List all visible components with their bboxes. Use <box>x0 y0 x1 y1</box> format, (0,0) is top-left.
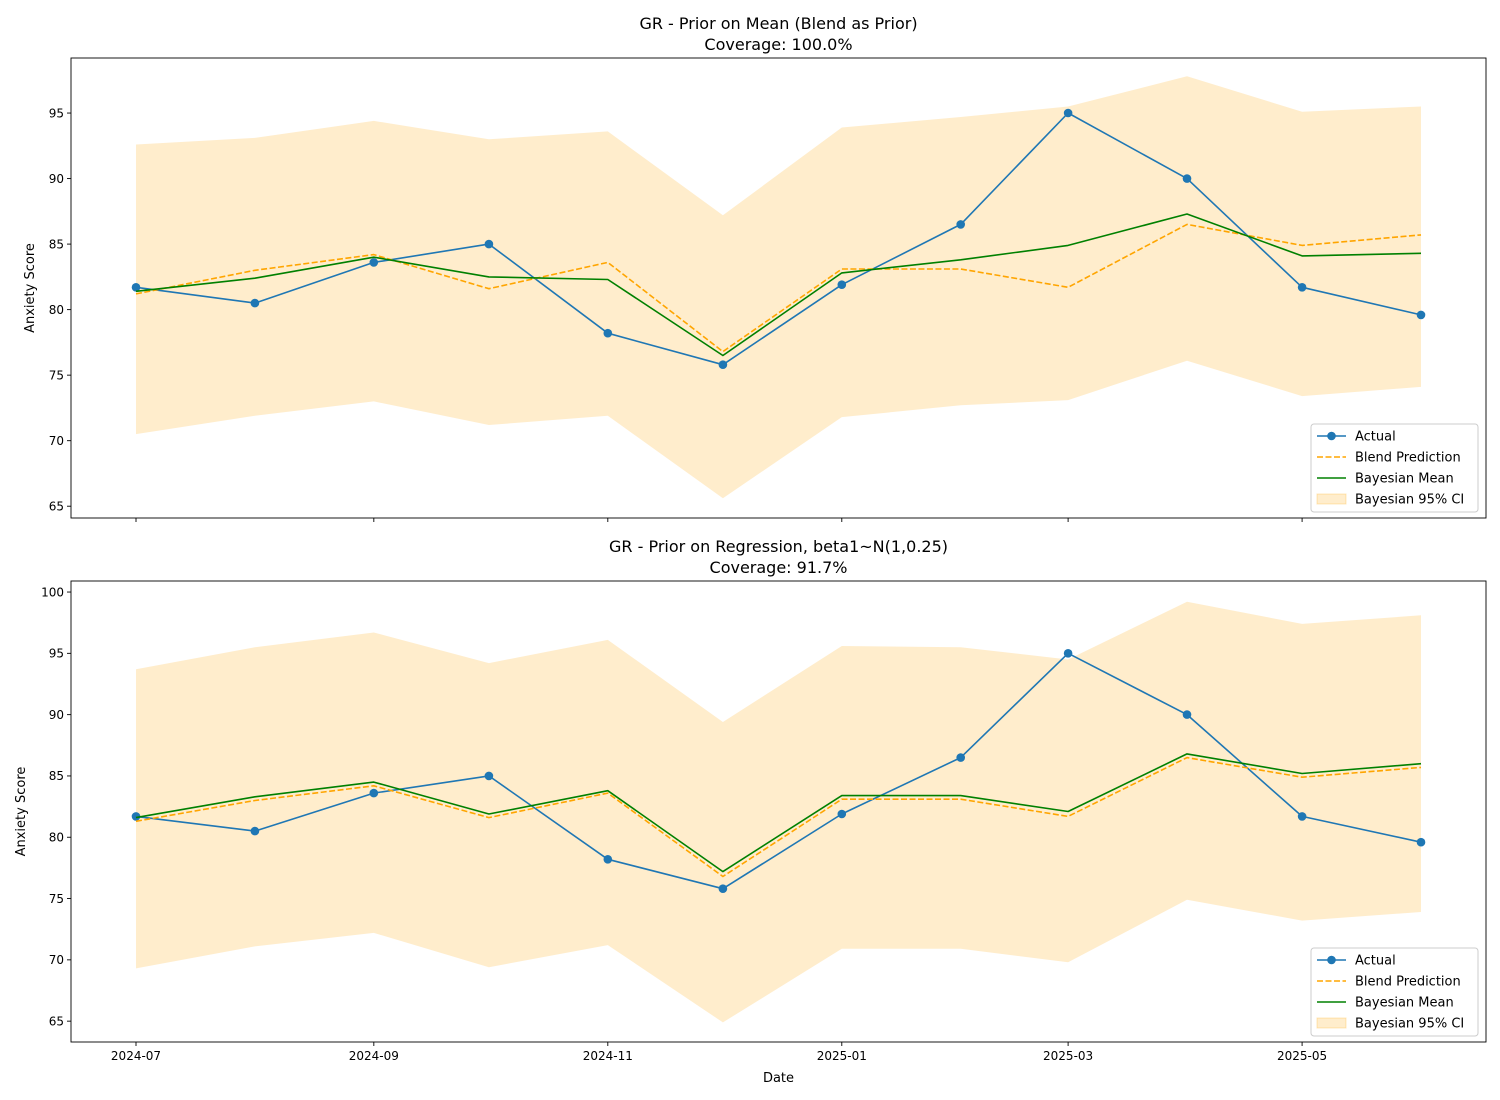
axes-frame <box>70 580 1487 1043</box>
series-line-bayesian-mean <box>135 213 1422 357</box>
data-point-actual <box>1063 108 1073 118</box>
y-tick-label: 75 <box>49 368 64 382</box>
legend-label: Blend Prediction <box>1355 451 1461 466</box>
legend-label: Actual <box>1355 954 1396 969</box>
y-tick-label: 90 <box>49 708 64 722</box>
x-tick-label: 2025-01 <box>817 1049 867 1063</box>
data-point-actual <box>718 360 728 370</box>
data-point-actual <box>250 826 260 836</box>
series-line-actual <box>135 652 1422 890</box>
x-axis-label: Date <box>763 1071 794 1086</box>
chart-title: GR - Prior on Regression, beta1~N(1,0.25… <box>609 537 948 556</box>
data-point-actual <box>131 812 141 821</box>
legend-label: Bayesian Mean <box>1355 472 1454 487</box>
data-point-actual <box>369 258 379 267</box>
y-tick-label: 85 <box>49 769 64 783</box>
data-point-actual <box>837 809 847 819</box>
series-line-blend <box>135 756 1422 878</box>
ci-band <box>136 601 1421 1023</box>
y-tick-label: 95 <box>49 106 64 120</box>
x-tick-label: 2025-05 <box>1277 1049 1327 1063</box>
y-tick-label: 65 <box>49 1014 64 1028</box>
data-point-actual <box>837 280 847 290</box>
legend-label: Bayesian 95% CI <box>1355 493 1464 508</box>
y-tick-label: 100 <box>41 585 64 599</box>
data-point-actual <box>484 239 494 249</box>
series-line-actual <box>135 112 1422 366</box>
x-tick-label: 2025-03 <box>1043 1049 1093 1063</box>
x-tick-label: 2024-09 <box>349 1049 399 1063</box>
data-point-actual <box>484 771 494 781</box>
data-point-actual <box>1297 283 1307 292</box>
legend-swatch-marker <box>1327 955 1336 965</box>
y-tick-label: 85 <box>49 237 64 251</box>
legend-swatch-ci <box>1316 493 1347 505</box>
chart-panel-top: GR - Prior on Mean (Blend as Prior) Cover… <box>23 14 1487 522</box>
data-point-actual <box>1182 174 1192 183</box>
data-point-actual <box>250 298 260 308</box>
legend-box <box>1310 423 1479 513</box>
y-tick-label: 70 <box>49 434 64 448</box>
data-point-actual <box>1416 837 1426 847</box>
chart-subtitle: Coverage: 91.7% <box>710 558 848 577</box>
chart-title: GR - Prior on Mean (Blend as Prior) <box>639 14 917 33</box>
ci-band <box>136 76 1421 499</box>
y-tick-label: 75 <box>49 892 64 906</box>
data-point-actual <box>1416 310 1426 320</box>
data-point-actual <box>1297 812 1307 821</box>
y-axis-label: Anxiety Score <box>23 243 38 333</box>
y-tick-label: 70 <box>49 953 64 967</box>
data-point-actual <box>603 328 613 338</box>
data-point-actual <box>956 753 965 762</box>
y-tick-label: 80 <box>49 831 64 845</box>
data-point-actual <box>718 884 728 893</box>
series-line-blend <box>135 223 1422 353</box>
legend-label: Bayesian Mean <box>1355 996 1454 1011</box>
data-point-actual <box>603 855 613 864</box>
y-tick-label: 80 <box>49 303 64 317</box>
series-line-bayesian-mean <box>135 753 1422 873</box>
data-point-actual <box>1063 649 1073 658</box>
y-axis-label: Anxiety Score <box>14 767 29 857</box>
y-tick-label: 65 <box>49 500 64 514</box>
x-tick-label: 2024-07 <box>111 1049 161 1063</box>
legend-label: Blend Prediction <box>1355 975 1461 990</box>
legend-label: Bayesian 95% CI <box>1355 1017 1464 1032</box>
chart-subtitle: Coverage: 100.0% <box>704 35 852 54</box>
data-point-actual <box>369 788 379 798</box>
chart-panel-bottom: GR - Prior on Regression, beta1~N(1,0.25… <box>14 537 1487 1086</box>
data-point-actual <box>956 220 965 229</box>
data-point-actual <box>131 283 141 292</box>
legend-label: Actual <box>1355 430 1396 445</box>
legend-swatch-ci <box>1316 1017 1347 1029</box>
legend-swatch-marker <box>1327 431 1336 441</box>
y-tick-label: 95 <box>49 647 64 661</box>
x-tick-label: 2024-11 <box>583 1049 633 1063</box>
data-point-actual <box>1182 710 1192 719</box>
legend-box <box>1310 947 1479 1037</box>
y-tick-label: 90 <box>49 172 64 186</box>
axes-frame <box>70 57 1487 519</box>
